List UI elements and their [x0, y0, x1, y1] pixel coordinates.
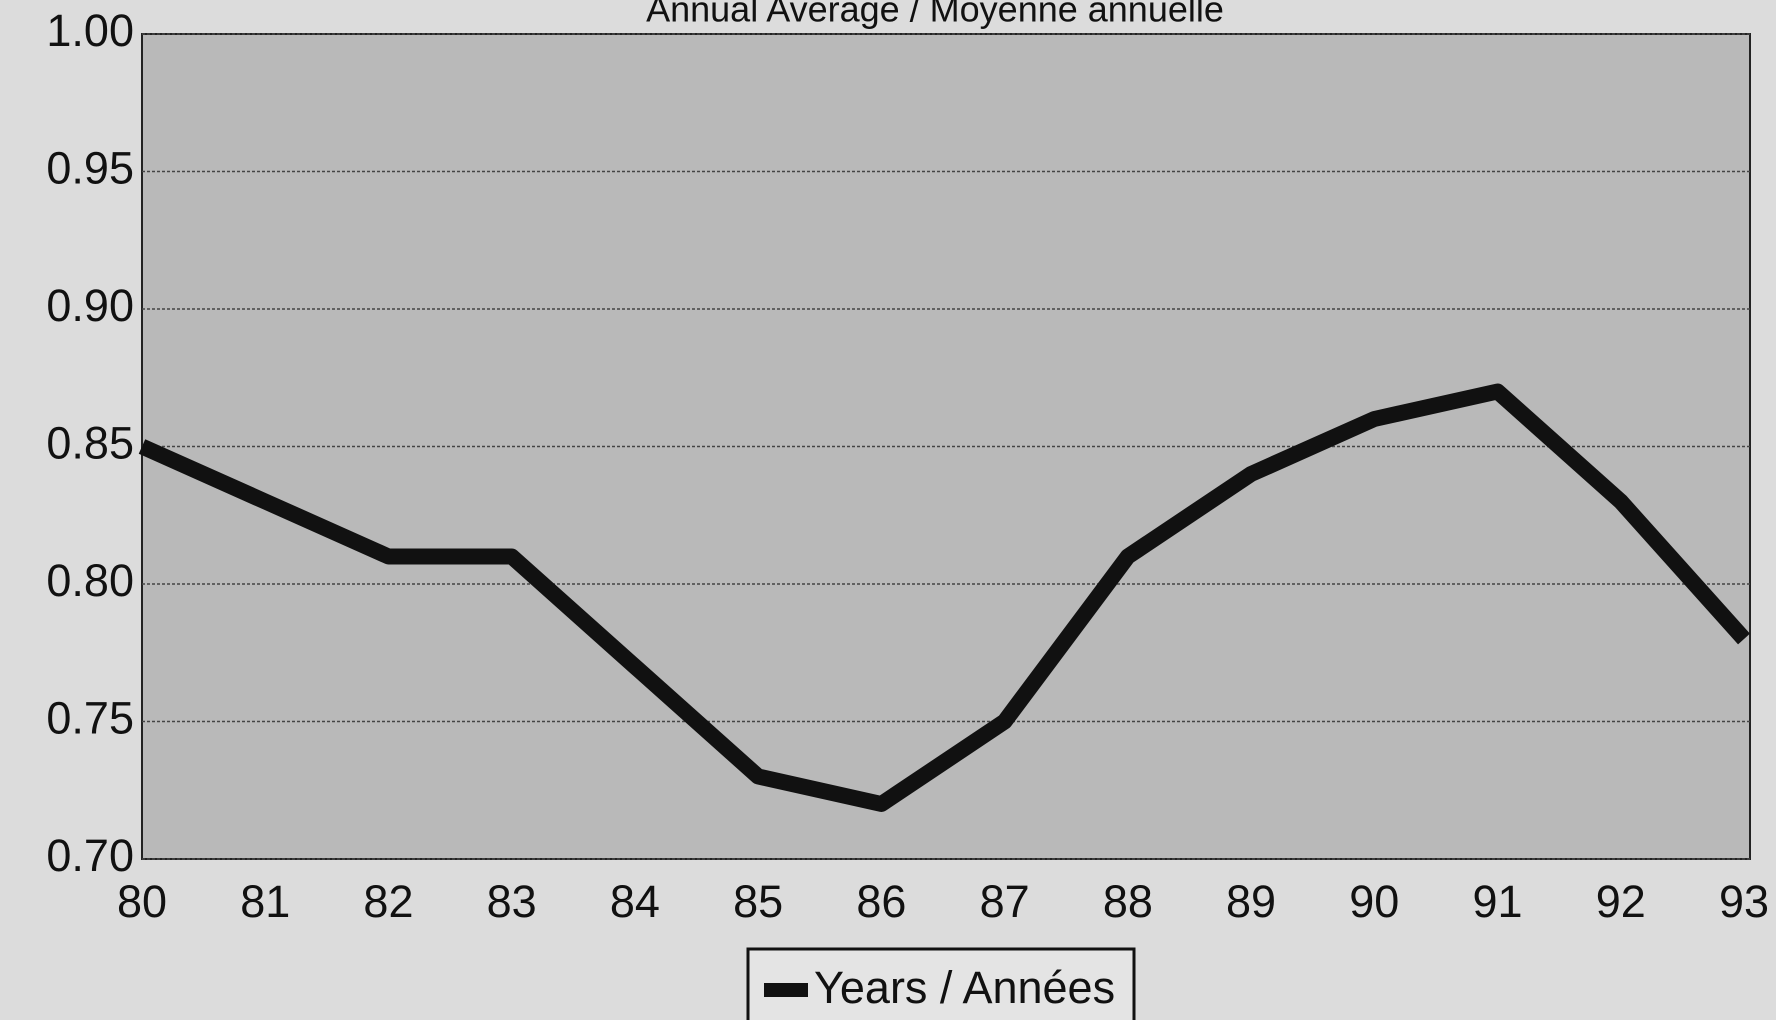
x-tick-label: 88 [1103, 876, 1153, 927]
y-tick-label: 0.95 [46, 142, 134, 193]
y-tick-label: 0.85 [46, 417, 134, 468]
legend-box [746, 947, 1136, 1020]
y-tick-label: 0.90 [46, 280, 134, 331]
x-tick-label: 90 [1349, 876, 1399, 927]
y-tick-label: 0.75 [46, 692, 134, 743]
x-tick-label: 89 [1226, 876, 1276, 927]
x-tick-label: 82 [363, 876, 413, 927]
legend-swatch [764, 983, 808, 997]
x-tick-label: 87 [980, 876, 1030, 927]
x-tick-label: 93 [1719, 876, 1769, 927]
data-line [138, 383, 1750, 812]
x-tick-label: 91 [1473, 876, 1523, 927]
y-tick-label: 1.00 [46, 5, 134, 56]
y-tick-label: 0.70 [46, 830, 134, 881]
x-tick-label: 83 [487, 876, 537, 927]
x-tick-label: 86 [856, 876, 906, 927]
chart-title: Annual Average / Moyenne annuelle [646, 0, 1224, 30]
legend-label: Years / Années [814, 962, 1115, 1013]
x-tick-label: 80 [117, 876, 167, 927]
y-tick-label: 0.80 [46, 555, 134, 606]
x-tick-label: 84 [610, 876, 660, 927]
x-tick-label: 81 [240, 876, 290, 927]
x-tick-label: 85 [733, 876, 783, 927]
x-tick-label: 92 [1596, 876, 1646, 927]
